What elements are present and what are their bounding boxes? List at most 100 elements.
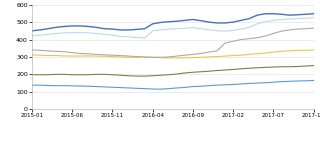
电压力锅 — [296, 18, 300, 20]
豆浆机 — [263, 13, 267, 15]
豆浆机 — [271, 13, 275, 15]
电饭煲 — [288, 29, 292, 31]
电压力锅 — [239, 28, 243, 30]
电压力锅 — [231, 29, 235, 31]
电烤箱 — [110, 74, 114, 76]
电热水壶 — [38, 84, 42, 86]
豆浆机 — [62, 26, 66, 27]
电烤箱 — [223, 69, 227, 71]
电烤箱 — [263, 66, 267, 68]
电烤箱 — [159, 74, 163, 76]
豆浆机 — [183, 20, 187, 21]
电饭煲 — [304, 28, 308, 30]
电烤箱 — [247, 67, 251, 69]
电磁炉 — [199, 56, 203, 58]
豆浆机 — [30, 30, 34, 32]
电压力锅 — [127, 36, 131, 38]
Line: 电热水壶: 电热水壶 — [32, 80, 314, 89]
电热水壶 — [102, 86, 106, 88]
电烤箱 — [119, 74, 123, 76]
Line: 电磁炉: 电磁炉 — [32, 50, 314, 58]
豆浆机 — [231, 21, 235, 23]
电饭煲 — [255, 37, 259, 39]
电热水壶 — [143, 88, 147, 90]
电热水壶 — [279, 81, 283, 83]
电磁炉 — [183, 57, 187, 59]
电饭煲 — [102, 54, 106, 56]
电热水壶 — [199, 85, 203, 87]
电烤箱 — [199, 71, 203, 73]
电压力锅 — [102, 33, 106, 35]
豆浆机 — [296, 14, 300, 16]
电压力锅 — [255, 23, 259, 25]
电饭煲 — [110, 54, 114, 56]
电饭煲 — [296, 28, 300, 30]
电磁炉 — [110, 56, 114, 58]
电热水壶 — [271, 81, 275, 83]
电热水壶 — [46, 85, 50, 86]
电热水壶 — [255, 82, 259, 84]
电压力锅 — [86, 32, 90, 34]
电热水壶 — [78, 85, 82, 87]
电压力锅 — [110, 34, 114, 36]
电磁炉 — [215, 56, 219, 58]
电压力锅 — [151, 30, 155, 32]
电磁炉 — [119, 56, 123, 58]
电磁炉 — [304, 49, 308, 51]
电磁炉 — [263, 52, 267, 54]
电饭煲 — [312, 27, 316, 29]
Line: 电饭煲: 电饭煲 — [32, 28, 314, 57]
电磁炉 — [271, 51, 275, 53]
电磁炉 — [207, 56, 211, 58]
豆浆机 — [159, 22, 163, 23]
电饭煲 — [46, 50, 50, 52]
电磁炉 — [167, 57, 171, 59]
电烤箱 — [78, 74, 82, 76]
电磁炉 — [38, 54, 42, 56]
豆浆机 — [70, 25, 74, 27]
电烤箱 — [62, 73, 66, 75]
电饭煲 — [159, 56, 163, 58]
电热水壶 — [135, 87, 139, 89]
电饭煲 — [94, 53, 98, 55]
电饭煲 — [62, 51, 66, 53]
电饭煲 — [86, 53, 90, 55]
豆浆机 — [223, 22, 227, 24]
豆浆机 — [110, 28, 114, 30]
电热水壶 — [304, 80, 308, 82]
豆浆机 — [86, 26, 90, 27]
电热水壶 — [231, 83, 235, 85]
电热水壶 — [239, 83, 243, 85]
电烤箱 — [86, 74, 90, 76]
豆浆机 — [119, 29, 123, 31]
电热水壶 — [296, 80, 300, 82]
电热水壶 — [288, 80, 292, 82]
电烤箱 — [175, 73, 179, 75]
电压力锅 — [223, 30, 227, 32]
电热水壶 — [54, 85, 58, 87]
电烤箱 — [279, 66, 283, 68]
豆浆机 — [191, 19, 195, 20]
电热水壶 — [247, 83, 251, 84]
电饭煲 — [199, 53, 203, 54]
电压力锅 — [78, 32, 82, 34]
电压力锅 — [38, 34, 42, 36]
电饭煲 — [207, 51, 211, 53]
电压力锅 — [191, 27, 195, 29]
电烤箱 — [54, 73, 58, 75]
电压力锅 — [263, 21, 267, 23]
电热水壶 — [215, 84, 219, 86]
电压力锅 — [143, 37, 147, 39]
豆浆机 — [279, 13, 283, 15]
电磁炉 — [135, 56, 139, 58]
电烤箱 — [288, 66, 292, 68]
电烤箱 — [296, 66, 300, 67]
电烤箱 — [304, 65, 308, 67]
电压力锅 — [167, 28, 171, 30]
豆浆机 — [151, 23, 155, 25]
豆浆机 — [175, 20, 179, 22]
电热水壶 — [151, 88, 155, 90]
电压力锅 — [94, 32, 98, 34]
电热水壶 — [119, 87, 123, 89]
豆浆机 — [199, 20, 203, 22]
